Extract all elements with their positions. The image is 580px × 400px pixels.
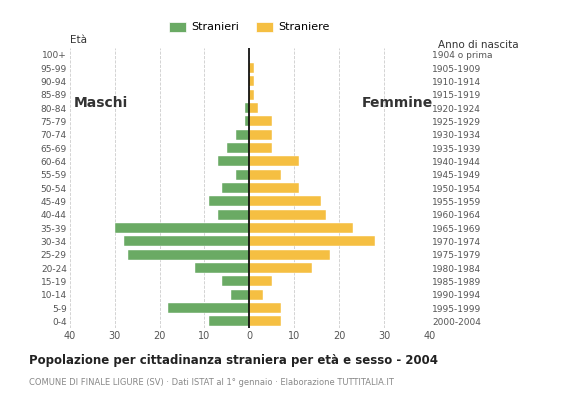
Bar [249, 130, 272, 140]
Bar [249, 210, 326, 220]
Bar [249, 103, 258, 113]
Bar [249, 116, 272, 126]
Bar [218, 156, 249, 166]
Bar [249, 76, 254, 86]
Bar [249, 236, 375, 246]
Bar [249, 170, 281, 180]
Bar [249, 276, 272, 286]
Text: Femmine: Femmine [362, 96, 433, 110]
Text: COMUNE DI FINALE LIGURE (SV) · Dati ISTAT al 1° gennaio · Elaborazione TUTTITALI: COMUNE DI FINALE LIGURE (SV) · Dati ISTA… [29, 378, 394, 387]
Bar [124, 236, 249, 246]
Bar [115, 223, 249, 233]
Text: Popolazione per cittadinanza straniera per età e sesso - 2004: Popolazione per cittadinanza straniera p… [29, 354, 438, 367]
Bar [249, 63, 254, 73]
Bar [209, 316, 249, 326]
Bar [227, 143, 249, 153]
Bar [249, 183, 299, 193]
Bar [249, 303, 281, 313]
Bar [249, 143, 272, 153]
Bar [249, 263, 312, 273]
Bar [249, 316, 281, 326]
Bar [209, 196, 249, 206]
Bar [249, 156, 299, 166]
Bar [245, 116, 249, 126]
Bar [223, 276, 249, 286]
Bar [195, 263, 249, 273]
Bar [128, 250, 249, 260]
Legend: Stranieri, Straniere: Stranieri, Straniere [165, 17, 334, 37]
Bar [249, 90, 254, 100]
Bar [249, 223, 353, 233]
Bar [218, 210, 249, 220]
Bar [249, 290, 263, 300]
Bar [231, 290, 249, 300]
Bar [236, 170, 249, 180]
Text: Maschi: Maschi [74, 96, 128, 110]
Bar [249, 196, 321, 206]
Bar [245, 103, 249, 113]
Bar [236, 130, 249, 140]
Bar [169, 303, 249, 313]
Bar [223, 183, 249, 193]
Text: Età: Età [70, 35, 86, 45]
Text: Anno di nascita: Anno di nascita [438, 40, 519, 50]
Bar [249, 250, 331, 260]
